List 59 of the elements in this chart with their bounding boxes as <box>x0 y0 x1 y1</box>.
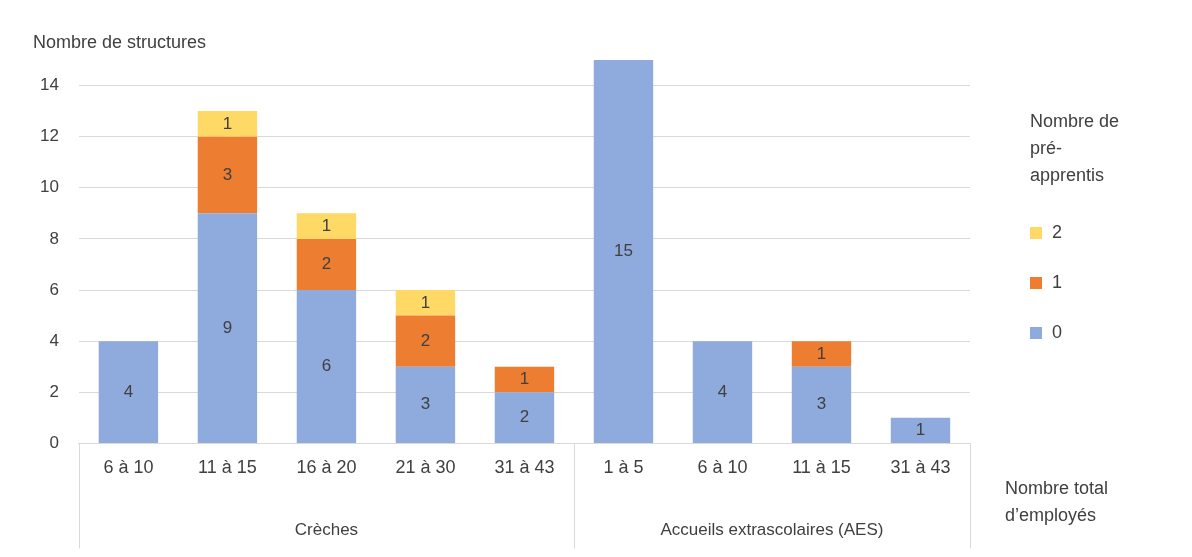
bar <box>791 366 852 443</box>
data-label: 2 <box>321 254 332 274</box>
bar <box>98 341 159 443</box>
x-tick-label: 11 à 15 <box>198 457 257 478</box>
data-label: 4 <box>123 381 134 401</box>
y-tick-label: 12 <box>39 126 59 146</box>
data-label: 4 <box>717 381 728 401</box>
data-label: 9 <box>222 317 233 337</box>
data-label: 3 <box>816 394 827 414</box>
data-label: 1 <box>321 215 332 235</box>
legend-title: Nombre de pré-apprentis <box>1030 110 1121 187</box>
legend-label: 1 <box>1052 271 1063 294</box>
bar <box>296 290 357 443</box>
bar <box>395 290 456 316</box>
bar <box>197 136 258 214</box>
legend-label: 0 <box>1052 321 1063 344</box>
x-tick-label: 6 à 10 <box>103 457 154 478</box>
bar <box>593 60 654 443</box>
bar <box>494 366 555 393</box>
x-tick-label: 21 à 30 <box>395 457 456 478</box>
x-tick-label: 11 à 15 <box>792 457 851 478</box>
y-tick-label: 2 <box>49 381 59 401</box>
bar <box>296 238 357 291</box>
bar <box>197 111 258 137</box>
data-label: 6 <box>321 356 332 376</box>
data-label: 1 <box>222 113 233 133</box>
bar <box>296 213 357 239</box>
data-label: 1 <box>816 343 827 363</box>
x-tick-label: 31 à 43 <box>890 457 951 478</box>
data-label: 1 <box>420 292 431 312</box>
data-label: 3 <box>222 164 233 184</box>
bar <box>791 341 852 367</box>
y-tick-label: 4 <box>49 330 59 350</box>
bar <box>494 392 555 443</box>
data-label: 2 <box>519 407 530 427</box>
y-axis-title: Nombre de structures <box>33 32 207 53</box>
x-tick-label: 1 à 5 <box>603 457 644 478</box>
x-tick-label: 6 à 10 <box>697 457 748 478</box>
y-tick-label: 6 <box>49 279 59 299</box>
x-axis-title: Nombre total d’employés <box>1005 477 1110 527</box>
y-tick-label: 10 <box>39 177 59 197</box>
bar <box>395 366 456 443</box>
bar <box>395 315 456 367</box>
data-label: 3 <box>420 394 431 414</box>
legend-label: 2 <box>1052 221 1063 244</box>
data-label: 1 <box>915 420 926 440</box>
text: Accueils extrascolaires (AES) <box>660 520 884 540</box>
bar <box>890 417 951 443</box>
y-tick-label: 8 <box>49 228 59 248</box>
data-label: 2 <box>420 330 431 350</box>
bar <box>197 213 258 443</box>
y-tick-label: 14 <box>39 75 59 95</box>
y-tick-label: 0 <box>49 433 59 453</box>
x-tick-label: 16 à 20 <box>296 457 357 478</box>
text: Crèches <box>294 520 359 540</box>
bar <box>692 341 753 443</box>
x-tick-label: 31 à 43 <box>494 457 555 478</box>
data-label: 15 <box>614 241 633 261</box>
data-label: 1 <box>519 369 530 389</box>
